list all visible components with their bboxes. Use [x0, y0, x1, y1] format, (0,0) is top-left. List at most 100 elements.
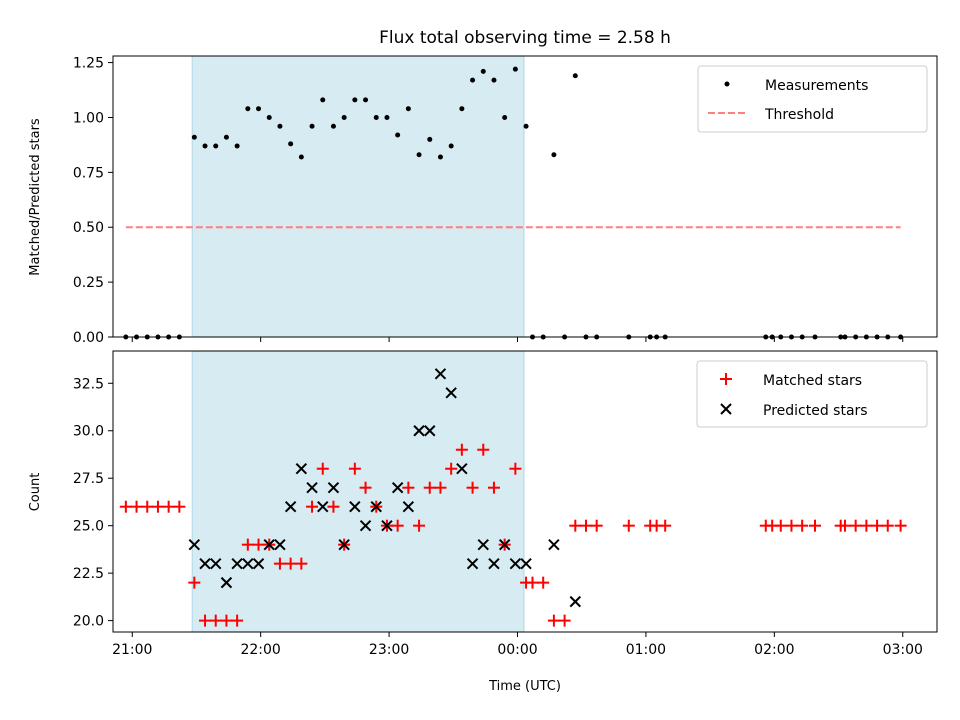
legend-threshold-label: Threshold [764, 107, 834, 123]
legend-measurements-marker [724, 81, 730, 87]
matched-stars-point [434, 481, 447, 494]
top-panel: 0.00 0.25 0.50 0.75 1.00 1.25 Flux total obse… [28, 28, 938, 346]
x-tick-label: 01:00 [626, 642, 666, 658]
matched-stars-point [231, 614, 244, 627]
measurements-point [459, 106, 465, 112]
predicted-stars-point [242, 557, 254, 570]
matched-stars-point [838, 519, 851, 532]
predicted-stars-point [274, 538, 286, 551]
predicted-stars-point [263, 538, 275, 551]
bottom-legend-box [696, 360, 928, 428]
predicted-stars-point [317, 500, 329, 513]
predicted-stars-point [349, 500, 361, 513]
measurements-point [309, 123, 315, 129]
predicted-stars-point [381, 519, 393, 532]
predicted-stars-point [338, 538, 350, 551]
x-tick-label: 22:00 [240, 642, 280, 658]
x-tick-label: 23:00 [369, 642, 409, 658]
matched-stars-point [526, 576, 539, 589]
y-tick-label: 25.0 [73, 519, 104, 535]
matched-stars-point [558, 614, 571, 627]
y-tick-label: 1.00 [73, 110, 104, 126]
measurements-point [266, 114, 272, 120]
predicted-stars-point [188, 538, 201, 551]
predicted-stars-point [424, 425, 436, 437]
legend-matched-marker [720, 373, 732, 385]
matched-stars-point [273, 557, 286, 570]
y-tick-label: 0.25 [73, 275, 104, 291]
measurements-point [298, 154, 304, 160]
predicted-stars-point [509, 557, 522, 570]
predicted-stars-point [306, 481, 318, 494]
y-tick-label: 27.5 [73, 471, 104, 487]
measurements-point [384, 114, 390, 120]
y-tick-label: 22.5 [73, 566, 104, 582]
matched-stars-point [849, 519, 862, 532]
measurements-point [256, 106, 262, 112]
predicted-stars-point [284, 500, 297, 513]
matched-stars-point [796, 519, 809, 532]
predicted-stars-point [295, 463, 308, 475]
matched-stars-point [445, 462, 458, 475]
measurements-point [202, 143, 208, 149]
measurements-point [470, 77, 476, 83]
predicted-stars-point [327, 481, 340, 494]
matched-stars-point [455, 443, 468, 456]
predicted-stars-point [477, 538, 489, 551]
matched-stars-point [579, 519, 592, 532]
predicted-stars-point [569, 595, 582, 608]
matched-stars-point [348, 462, 361, 475]
matched-stars-point [252, 538, 265, 551]
y-tick-label: 20.0 [73, 614, 104, 630]
matched-stars-point [622, 519, 635, 532]
matched-stars-point [284, 557, 297, 570]
matched-stars-point [487, 481, 500, 494]
measurements-point [363, 97, 369, 103]
matched-stars-point [130, 500, 143, 513]
measurements-point [213, 143, 219, 149]
predicted-stars-point [231, 557, 243, 570]
bottom-y-axis-label: Count [28, 473, 43, 512]
predicted-stars-point [359, 519, 372, 532]
matched-stars-point [785, 519, 798, 532]
y-tick-label: 0.50 [73, 220, 104, 236]
measurements-point [512, 66, 518, 72]
measurements-point [448, 143, 454, 149]
top-axes-frame [112, 55, 938, 338]
measurements-point [491, 77, 497, 83]
predicted-stars-point [488, 557, 500, 570]
matched-stars-point [894, 519, 907, 532]
matched-stars-point [391, 519, 404, 532]
predicted-stars-point [498, 538, 511, 551]
predicted-stars-point [548, 538, 560, 551]
matched-stars-point [871, 519, 884, 532]
measurements-point [437, 154, 443, 160]
y-tick-label: 1.25 [73, 56, 104, 72]
matched-stars-point [327, 500, 340, 513]
matched-stars-point [590, 519, 603, 532]
measurements-point [523, 123, 529, 129]
measurements-point [341, 114, 347, 120]
measurements-point [234, 143, 240, 149]
y-tick-label: 32.5 [73, 376, 104, 392]
predicted-stars-point [391, 481, 404, 494]
predicted-stars-point [466, 557, 479, 570]
top-y-axis-label: Matched/Predicted stars [28, 118, 43, 276]
matched-stars-point [537, 576, 550, 589]
x-axis-label: Time (UTC) [488, 679, 561, 694]
measurements-point [191, 134, 197, 140]
matched-stars-point [569, 519, 582, 532]
matched-stars-point [881, 519, 894, 532]
measurements-point [352, 97, 358, 103]
x-tick-label: 02:00 [754, 642, 794, 658]
measurements-point [320, 97, 326, 103]
matched-stars-point [241, 538, 254, 551]
y-tick-label: 30.0 [73, 424, 104, 440]
measurements-point [551, 152, 557, 158]
matched-stars-point [547, 614, 560, 627]
measurements-point [480, 68, 486, 74]
predicted-stars-point [434, 368, 447, 380]
measurements-point [416, 152, 422, 158]
matched-stars-point [151, 500, 164, 513]
